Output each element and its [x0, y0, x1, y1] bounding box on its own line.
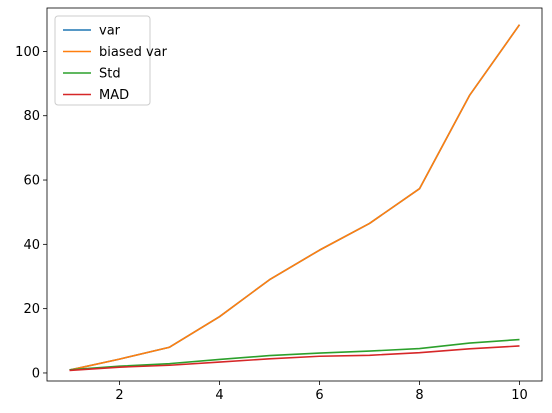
legend-label-Std: Std: [99, 67, 121, 82]
y-tick-label-4: 80: [23, 109, 40, 124]
legend-label-biased-var: biased var: [99, 45, 168, 60]
series-lines: [69, 24, 521, 372]
y-tick-label-5: 100: [15, 45, 40, 60]
series-line-Std: [69, 338, 520, 371]
legend: var biased var Std MAD: [54, 15, 168, 106]
x-tick-label-3: 8: [415, 388, 423, 403]
y-tick-label-0: 0: [32, 366, 40, 381]
y-tick-label-1: 20: [23, 302, 40, 317]
series-line-MAD: [69, 345, 520, 372]
series-line-biased-var: [69, 24, 521, 371]
x-tick-label-4: 10: [511, 388, 528, 403]
y-tick-label-3: 60: [23, 174, 40, 189]
legend-label-MAD: MAD: [99, 88, 129, 103]
x-tick-label-2: 6: [315, 388, 323, 403]
y-tick-label-2: 40: [23, 238, 40, 253]
plot-frame: [46, 7, 543, 382]
legend-box: [54, 15, 151, 106]
legend-label-var: var: [99, 24, 121, 39]
x-tick-label-1: 4: [215, 388, 223, 403]
x-tick-label-0: 2: [115, 388, 123, 403]
